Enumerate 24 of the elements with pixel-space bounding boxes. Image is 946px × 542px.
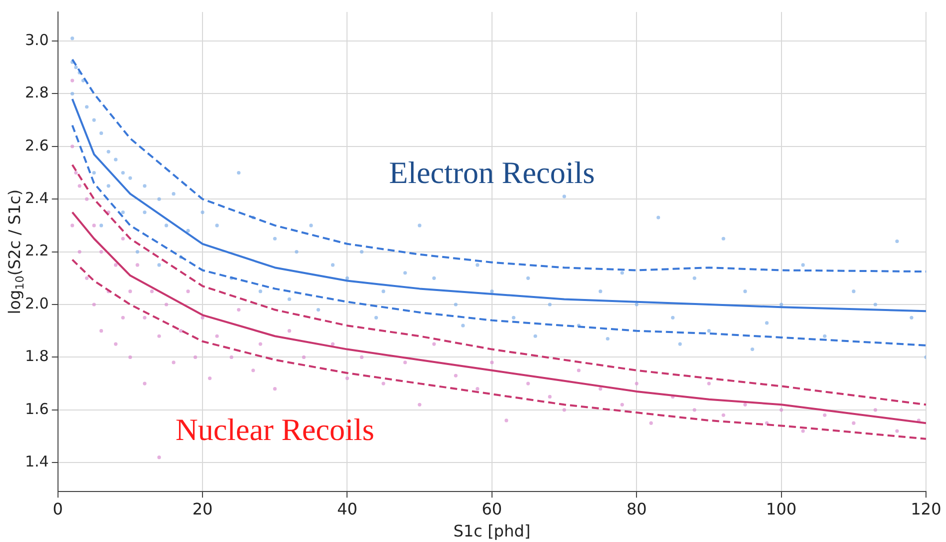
line-series	[71, 258, 926, 440]
line-series	[71, 164, 926, 406]
line-series	[71, 124, 926, 346]
y-tick-label: 1.6	[24, 400, 49, 418]
annotation: Electron Recoils	[389, 155, 595, 190]
y-tick-label: 1.4	[24, 452, 49, 471]
x-axis-title: S1c [phd]	[453, 522, 531, 541]
x-tick-label: 120	[910, 499, 942, 518]
line-series	[71, 58, 926, 273]
y-tick-label: 2.4	[24, 188, 49, 207]
y-tick-label: 3.0	[24, 30, 49, 49]
x-tick-label: 40	[337, 499, 358, 518]
x-tick-label: 60	[482, 499, 502, 518]
x-tick-label: 0	[52, 499, 63, 518]
y-tick-label: 1.8	[24, 347, 49, 366]
x-tick-label: 100	[766, 499, 797, 518]
y-tick-label: 2.6	[24, 136, 49, 154]
y-tick-label: 2.8	[24, 84, 49, 102]
y-axis-title: log10(S2c / S1c)	[5, 189, 27, 314]
x-tick-label: 20	[192, 499, 213, 518]
annotation: Nuclear Recoils	[175, 412, 374, 447]
y-tick-label: 2.0	[24, 294, 49, 312]
x-tick-label: 80	[626, 499, 647, 518]
y-tick-label: 2.2	[24, 242, 49, 260]
